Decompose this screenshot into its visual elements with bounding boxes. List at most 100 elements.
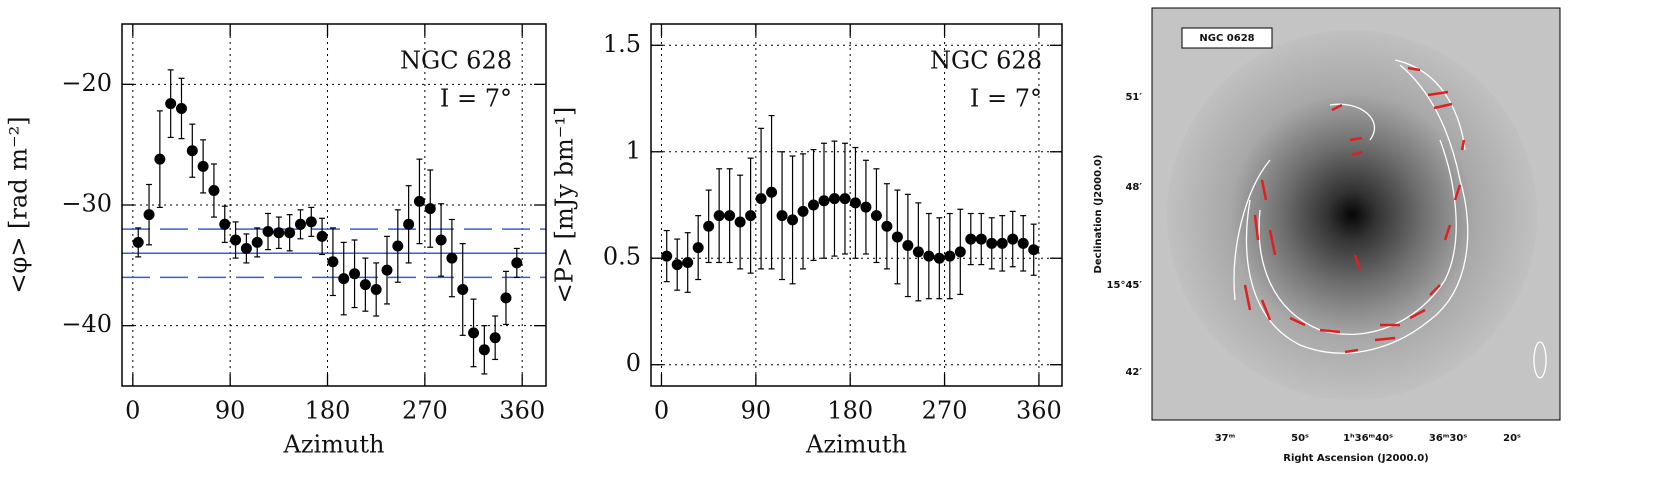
x-tick-label: 180 [827, 397, 873, 425]
data-point [734, 216, 746, 228]
y-tick-label: 51′ [1125, 92, 1142, 103]
data-point [240, 242, 252, 254]
data-point [219, 218, 231, 230]
data-point [912, 246, 924, 258]
data-point [143, 209, 155, 221]
galaxy [1167, 30, 1537, 400]
data-point [262, 226, 274, 238]
x-tick-label: 270 [402, 397, 448, 425]
data-point [370, 283, 382, 295]
x-axis-label: Azimuth [805, 431, 907, 459]
annotation: NGC 628 [400, 47, 512, 75]
data-point [478, 344, 490, 356]
data-point [661, 250, 673, 262]
data-point [671, 259, 683, 271]
data-point [860, 201, 872, 213]
y-tick-label: 0.5 [603, 243, 641, 271]
y-axis-label: <P> [mJy bm⁻¹] [551, 107, 579, 304]
data-point [828, 193, 840, 205]
data-point [870, 210, 882, 222]
plot-frame [121, 23, 547, 387]
data-point [392, 240, 404, 252]
y-axis-label: Declination (J2000.0) [1093, 155, 1104, 274]
data-point [755, 193, 767, 205]
data-point [849, 197, 861, 209]
annotation: NGC 628 [930, 47, 1042, 75]
chart: 0 90 180 270 360 0 0.5 1 1.5 NGC 628 I = 7° Azimuth… [551, 23, 1063, 459]
data-point [305, 216, 317, 228]
x-tick-label: 50ˢ [1291, 433, 1309, 444]
data-point [273, 227, 285, 239]
data-point [468, 327, 480, 339]
x-tick-label: 36ᵐ30ˢ [1429, 433, 1467, 444]
x-tick-label: 180 [305, 397, 351, 425]
y-tick-label: 0 [626, 349, 641, 377]
data-point [284, 227, 296, 239]
label-box [1181, 27, 1273, 49]
data-point [132, 236, 144, 248]
data-point [933, 252, 945, 264]
x-axis-label: Azimuth [283, 431, 385, 459]
data-point [881, 220, 893, 232]
data-point [954, 246, 966, 258]
data-point [327, 256, 339, 268]
data-point [1007, 233, 1019, 245]
data-point [692, 242, 704, 254]
chart: 0 90 180 270 360 −40 −30 −20 NGC 628 I = 7° Azimut… [5, 23, 547, 459]
y-tick-label: 1 [626, 136, 641, 164]
data-point [975, 233, 987, 245]
data-point [818, 195, 830, 207]
y-tick-label: 42′ [1125, 367, 1142, 378]
data-point [489, 332, 501, 344]
data-point [316, 230, 328, 242]
data-point [766, 186, 778, 198]
data-point [413, 195, 425, 207]
y-tick-label: −30 [61, 190, 112, 218]
data-point [446, 252, 458, 264]
y-tick-label: 15°45′ [1107, 280, 1143, 291]
annotation: I = 7° [970, 85, 1042, 113]
data-point [745, 210, 757, 222]
x-tick-label: 1ʰ36ᵐ40ˢ [1343, 433, 1393, 444]
y-tick-label: −20 [61, 69, 112, 97]
data-point [154, 153, 166, 165]
data-point [1028, 244, 1040, 256]
data-point [724, 210, 736, 222]
data-point [703, 220, 715, 232]
x-tick-label: 0 [125, 397, 140, 425]
data-point [251, 236, 263, 248]
x-axis-label: Right Ascension (J2000.0) [1283, 453, 1429, 464]
y-tick-label: 48′ [1125, 182, 1142, 193]
x-tick-label: 270 [922, 397, 968, 425]
data-point [902, 239, 914, 251]
data-point [682, 256, 694, 268]
data-point [186, 145, 198, 157]
data-point [424, 203, 436, 215]
data-point [349, 268, 361, 280]
data-point [294, 218, 306, 230]
data-point [230, 234, 242, 246]
x-tick-label: 90 [215, 397, 246, 425]
image-panel: NGC 0628 Right Ascension (J2000.0) Decli… [1093, 7, 1561, 464]
data-point [500, 292, 512, 304]
data-point [1017, 237, 1029, 249]
data-point [965, 233, 977, 245]
polarization-vectors [1243, 66, 1466, 354]
x-tick-label: 20ˢ [1503, 433, 1521, 444]
data-point [944, 250, 956, 262]
data-point [381, 264, 393, 276]
annotation: I = 7° [440, 85, 512, 113]
y-tick-label: 1.5 [603, 30, 641, 58]
data-point [986, 237, 998, 249]
data-point [457, 283, 469, 295]
plot-frame [650, 23, 1063, 387]
data-point [359, 279, 371, 291]
data-point [713, 210, 725, 222]
data-point [435, 234, 447, 246]
x-tick-label: 360 [499, 397, 545, 425]
x-tick-label: 90 [741, 397, 772, 425]
data-point [839, 193, 851, 205]
data-point [197, 160, 209, 172]
image-label: NGC 0628 [1199, 33, 1254, 44]
